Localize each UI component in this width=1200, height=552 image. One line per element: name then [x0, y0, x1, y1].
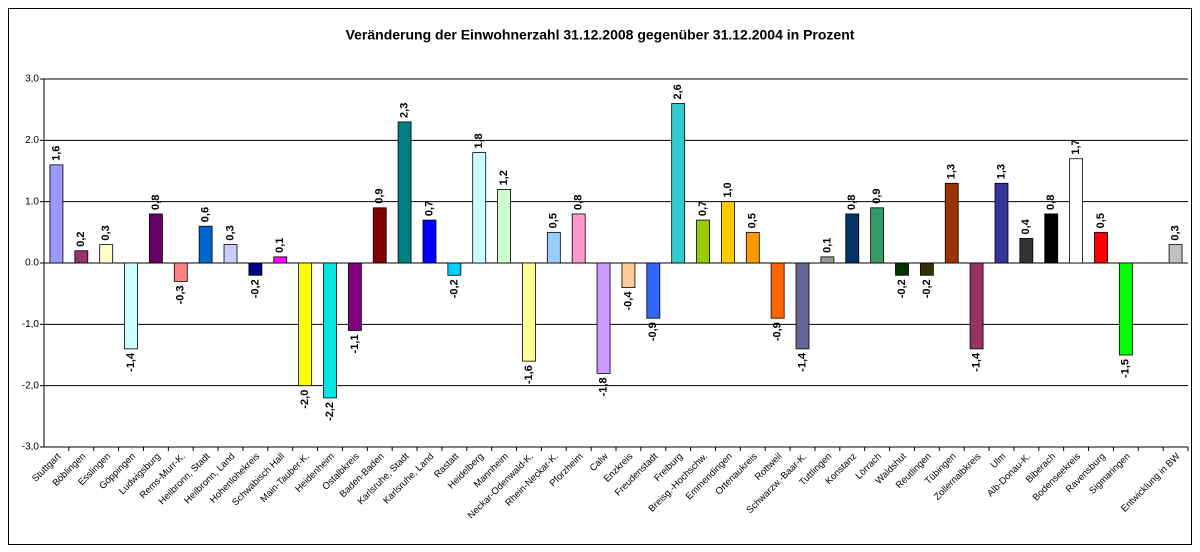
bar: [397, 121, 412, 264]
chart-title: Veränderung der Einwohnerzahl 31.12.2008…: [346, 27, 855, 43]
bar: [99, 244, 114, 264]
bar: [223, 244, 238, 264]
value-label: 0,7: [423, 201, 435, 216]
value-label: -1,8: [597, 377, 609, 396]
value-label: -0,9: [647, 322, 659, 341]
bar: [497, 188, 511, 264]
value-label: -0,2: [249, 279, 261, 298]
bar: [124, 262, 138, 350]
bar: [621, 262, 636, 288]
bar: [596, 262, 611, 374]
y-tick-label: -2,0: [22, 380, 40, 391]
value-label: 0,9: [871, 189, 883, 204]
y-tick-label: 0.0: [25, 258, 39, 269]
value-label: 0,8: [573, 195, 585, 210]
bar: [522, 262, 536, 362]
bar: [646, 262, 661, 319]
bar: [895, 262, 909, 276]
value-label: 0,1: [821, 238, 833, 253]
value-label: 1,6: [50, 146, 62, 161]
value-label: 0,5: [1095, 213, 1107, 228]
value-label: -0,2: [921, 279, 933, 298]
value-label: 1,3: [995, 164, 1007, 179]
bar: [1019, 238, 1034, 264]
bar: [422, 219, 437, 264]
value-label: -0,2: [896, 279, 908, 298]
value-label: -2,2: [324, 402, 336, 421]
y-tick-label: -1,0: [22, 319, 40, 330]
value-label: 0,5: [747, 213, 759, 228]
value-label: 1,8: [473, 133, 485, 148]
value-label: -0,4: [622, 291, 634, 311]
y-tick-label: 2.0: [25, 135, 39, 146]
bar: [372, 207, 387, 264]
bar: [1168, 244, 1183, 264]
value-label: 0,2: [75, 231, 87, 246]
value-label: 0,8: [150, 195, 162, 210]
bar: [273, 256, 288, 264]
bar: [571, 213, 586, 264]
bar: [795, 262, 810, 350]
y-tick-label: -3,0: [22, 442, 40, 453]
bar: [546, 231, 561, 264]
value-label: -1,5: [1120, 359, 1132, 378]
bar: [74, 250, 89, 264]
value-label: -0,9: [772, 322, 784, 341]
bar: [696, 219, 710, 264]
bar: [870, 207, 885, 264]
value-label: -1,4: [971, 352, 983, 372]
bar: [994, 182, 1009, 264]
value-label: 0,7: [697, 201, 709, 216]
bar: [721, 201, 735, 264]
value-label: 0,4: [1020, 218, 1032, 234]
value-label: -1,4: [125, 352, 137, 372]
bar: [198, 225, 213, 264]
value-label: 0,6: [200, 207, 212, 222]
value-label: 0,5: [548, 213, 560, 228]
bar: [472, 152, 487, 264]
bar: [1044, 213, 1059, 264]
bar: [173, 262, 188, 282]
value-label: -0,3: [175, 285, 187, 304]
bar: [919, 262, 934, 276]
bar: [969, 262, 984, 350]
value-label: 0,9: [374, 189, 386, 204]
bar: [1069, 158, 1083, 264]
bar: [447, 262, 462, 276]
bar: [149, 213, 163, 264]
bar: [298, 262, 313, 387]
value-label: 1,3: [946, 164, 958, 179]
value-label: -1,4: [796, 352, 808, 372]
bar: [49, 164, 64, 264]
value-label: 1,7: [1070, 139, 1082, 154]
value-label: -0,2: [448, 279, 460, 298]
bar: [944, 182, 959, 264]
value-label: 1,0: [722, 182, 734, 197]
bar: [248, 262, 263, 276]
bar: [671, 103, 686, 264]
y-tick-label: 3,0: [25, 74, 39, 85]
value-label: -1,1: [349, 334, 361, 353]
bar: [323, 262, 337, 399]
bar: [845, 213, 860, 264]
value-label: 1,2: [498, 170, 510, 185]
value-label: 0,8: [1045, 195, 1057, 210]
y-tick-label: 1.0: [25, 196, 39, 207]
bar: [745, 231, 760, 264]
bar: [770, 262, 785, 319]
bar: [1118, 262, 1133, 356]
value-label: 2,3: [399, 103, 411, 118]
value-label: 0,8: [846, 195, 858, 210]
bar: [1094, 231, 1108, 264]
value-label: 0,1: [274, 238, 286, 253]
value-label: 0,3: [100, 225, 112, 240]
value-label: 2,6: [672, 84, 684, 99]
value-label: -1,6: [523, 365, 535, 384]
value-label: -2,0: [299, 390, 311, 409]
bar: [347, 262, 362, 331]
value-label: 0,3: [1169, 225, 1181, 240]
value-label: 0,3: [224, 225, 236, 240]
bar: [820, 256, 835, 264]
